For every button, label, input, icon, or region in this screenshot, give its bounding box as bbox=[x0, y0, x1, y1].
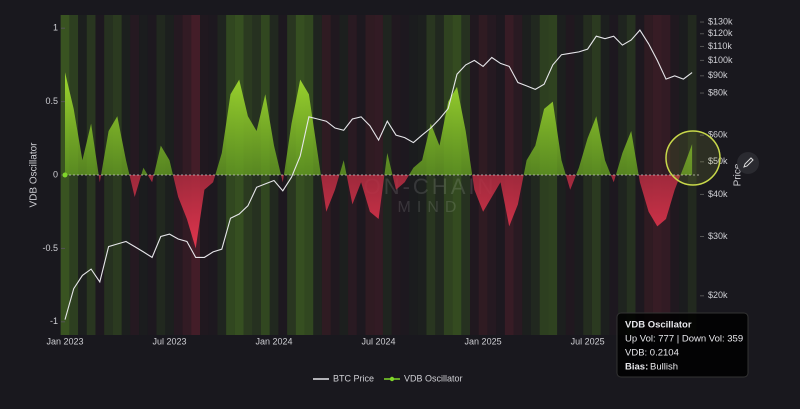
watermark: ON-CHAIN bbox=[364, 174, 497, 199]
x-tick-label: Jan 2025 bbox=[465, 336, 502, 346]
tooltip-box bbox=[616, 312, 749, 378]
tooltip-text: VDB: 0.2104 bbox=[625, 348, 679, 359]
tooltip: VDB Oscillator Up Vol: 777 | Down Vol: 3… bbox=[616, 312, 749, 378]
oscillator-area-negative bbox=[65, 175, 693, 249]
legend-label: BTC Price bbox=[333, 373, 374, 383]
y2-tick-label: $50k bbox=[708, 156, 728, 166]
y-tick-label: 0.5 bbox=[45, 96, 58, 106]
legend-dot bbox=[389, 376, 395, 382]
y-tick-label: -0.5 bbox=[42, 243, 58, 253]
y-tick-label: 1 bbox=[53, 23, 58, 33]
legend-label: VDB Oscillator bbox=[404, 373, 463, 383]
y2-tick-label: $110k bbox=[708, 41, 732, 51]
x-tick-label: Jul 2024 bbox=[362, 336, 396, 346]
oscillator-area-positive bbox=[65, 72, 693, 175]
y-axis-title: VDB Oscillator bbox=[29, 142, 40, 208]
y2-axis-title: Price bbox=[733, 163, 744, 186]
y2-tick-label: $40k bbox=[708, 189, 728, 199]
edit-icon bbox=[743, 157, 754, 168]
tooltip-title: VDB Oscillator bbox=[625, 320, 692, 331]
legend: BTC Price VDB Oscillator bbox=[313, 373, 463, 383]
x-tick-label: Jan 2023 bbox=[46, 336, 83, 346]
y-tick-label: 0 bbox=[53, 169, 58, 179]
watermark: MIND bbox=[398, 199, 463, 216]
y2-tick-label: $120k bbox=[708, 28, 733, 38]
y2-tick-label: $80k bbox=[708, 87, 728, 97]
marks bbox=[62, 29, 700, 320]
price-line bbox=[64, 29, 693, 320]
y-tick-label: -1 bbox=[50, 316, 58, 326]
x-tick-label: Jul 2025 bbox=[571, 336, 605, 346]
edit-button[interactable] bbox=[737, 152, 759, 174]
oscillator-start-dot bbox=[62, 172, 68, 178]
highlight-circle bbox=[665, 130, 721, 186]
grid: 1 0.5 0 -0.5 -1 $130k $120k $110k $100k $90k $80k $… bbox=[42, 16, 733, 346]
y2-tick-label: $30k bbox=[708, 231, 728, 241]
y2-tick-label: $90k bbox=[708, 70, 728, 80]
y2-tick-label: $20k bbox=[708, 290, 728, 300]
x-tick-label: Jan 2024 bbox=[256, 336, 293, 346]
y2-tick-label: $100k bbox=[708, 55, 733, 65]
y2-tick-label: $130k bbox=[708, 16, 733, 26]
tooltip-label: Bias: bbox=[625, 362, 648, 373]
tooltip-text: Bullish bbox=[650, 362, 678, 373]
y2-tick-label: $60k bbox=[708, 129, 728, 139]
x-tick-label: Jul 2023 bbox=[153, 336, 187, 346]
tooltip-text: Up Vol: 777 | Down Vol: 359 bbox=[625, 334, 743, 345]
